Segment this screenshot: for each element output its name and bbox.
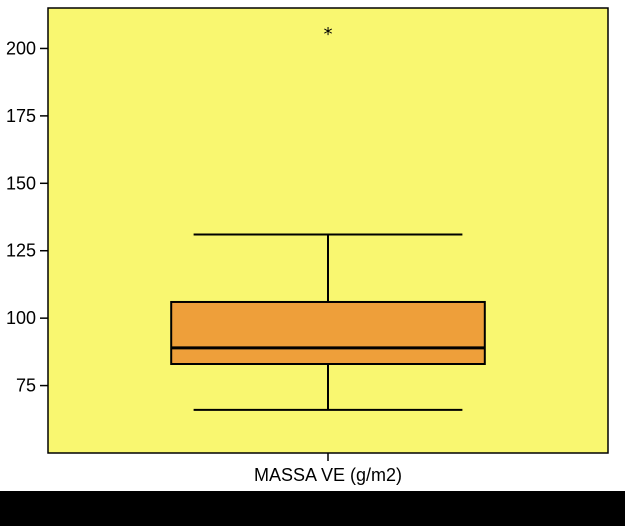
y-tick-label: 150 — [6, 173, 36, 193]
y-tick-label: 125 — [6, 241, 36, 261]
box — [171, 302, 485, 364]
y-tick-label: 75 — [16, 376, 36, 396]
x-axis-label: MASSA VE (g/m2) — [254, 465, 402, 485]
y-tick-label: 100 — [6, 308, 36, 328]
outlier-marker: * — [323, 24, 334, 45]
bottom-bar — [0, 491, 625, 526]
y-tick-label: 200 — [6, 38, 36, 58]
y-tick-label: 175 — [6, 106, 36, 126]
boxplot-chart: 75 100 125 150 175 200 MASSA VE (g/m2) * — [0, 0, 625, 526]
